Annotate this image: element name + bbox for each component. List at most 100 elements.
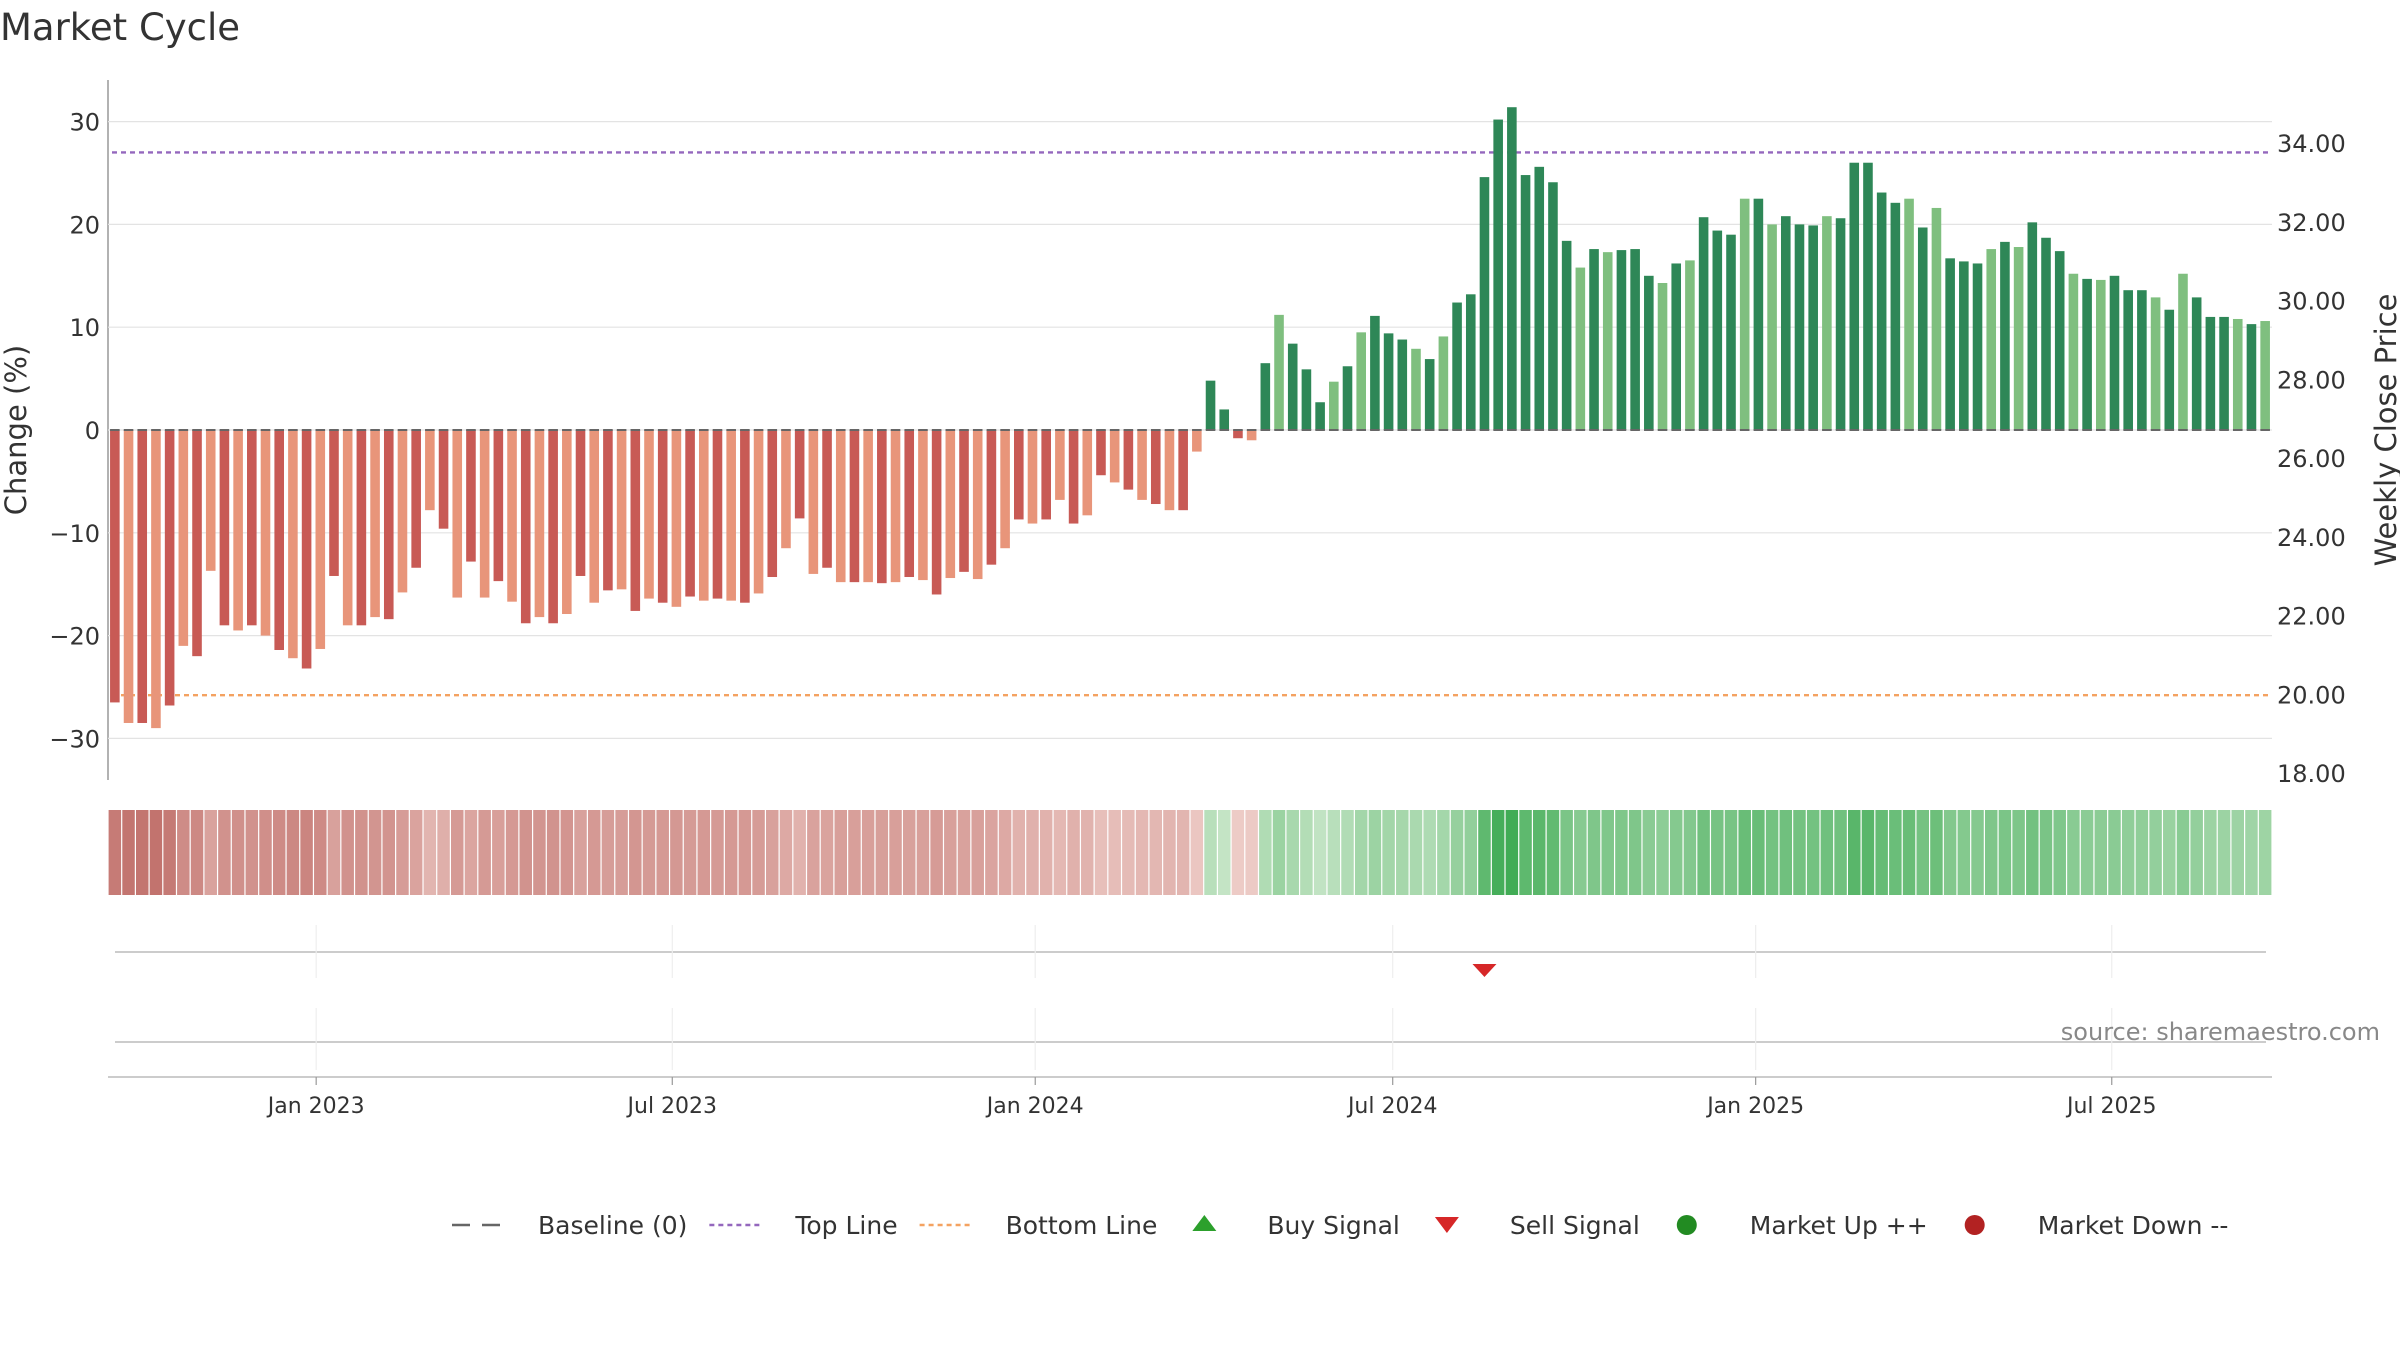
heat-cell-16 [327,810,341,895]
bar-50 [794,430,805,519]
heat-cell-135 [1957,810,1971,895]
heat-cell-18 [355,810,368,895]
bar-78 [1178,430,1188,511]
y2-tick-label: 26.00 [2277,445,2346,473]
bar-155 [2232,318,2243,430]
heat-cell-94 [1396,810,1409,895]
bar-154 [2219,316,2229,430]
bar-63 [972,430,983,580]
bar-126 [1835,218,1846,430]
bar-2 [137,430,148,723]
heat-cell-1 [122,810,135,895]
bar-149 [2150,297,2161,430]
heat-cell-75 [1135,810,1149,895]
bar-89 [1329,381,1339,430]
x-tick-label: Jul 2025 [2065,1094,2157,1119]
bar-157 [2260,321,2270,430]
bar-29 [507,430,517,602]
bar-30 [520,430,531,624]
y2-tick-label: 20.00 [2277,681,2346,709]
bar-83 [1246,430,1257,441]
heat-cell-52 [820,810,834,895]
bar-147 [2123,290,2133,430]
heat-cell-98 [1450,810,1464,895]
heat-cell-14 [300,810,313,895]
bar-73 [1109,430,1120,483]
bar-49 [781,430,791,549]
heat-cell-142 [2053,810,2066,895]
x-tick-label: Jul 2023 [626,1094,718,1119]
heat-cell-136 [1971,810,1984,895]
heat-cell-11 [259,810,272,895]
heat-cell-95 [1409,810,1423,895]
heat-cell-24 [437,810,450,895]
bar-121 [1767,224,1777,430]
heat-cell-63 [971,810,984,895]
heat-cell-130 [1889,810,1902,895]
bar-117 [1712,230,1723,430]
heat-cell-153 [2204,810,2217,895]
bar-122 [1780,216,1791,430]
bar-146 [2109,275,2120,430]
bar-143 [2068,273,2079,430]
heat-cell-143 [2067,810,2080,895]
heat-cell-54 [848,810,861,895]
bar-31 [534,430,545,618]
heat-cell-77 [1163,810,1176,895]
bar-92 [1370,315,1380,430]
heat-cell-104 [1533,810,1546,895]
heat-cell-43 [697,810,711,895]
heat-cell-20 [382,810,396,895]
heat-cell-37 [615,810,628,895]
y2-tick-label: 22.00 [2277,603,2346,631]
heat-cell-48 [766,810,779,895]
heat-cell-100 [1478,810,1491,895]
bar-5 [178,430,189,646]
legend-label: Market Down -- [2038,1211,2229,1240]
y-tick-label: 20 [69,211,100,239]
heat-cell-88 [1313,810,1327,895]
bar-71 [1082,430,1093,516]
bar-90 [1342,366,1353,430]
heat-cell-22 [409,810,423,895]
heat-cell-5 [177,810,190,895]
heat-cell-50 [793,810,806,895]
bar-1 [123,430,134,723]
y-tick-label: −30 [49,725,100,753]
bar-40 [657,430,668,603]
heat-cell-70 [1067,810,1080,895]
bar-56 [877,430,887,584]
bar-65 [1000,430,1010,549]
bar-58 [904,430,915,578]
legend-symbol [1192,1215,1217,1231]
heat-cell-49 [779,810,793,895]
heat-cell-83 [1245,810,1258,895]
heat-cell-17 [341,810,354,895]
bar-52 [822,430,832,568]
bar-79 [1192,430,1202,452]
bar-81 [1219,409,1230,430]
heat-cell-46 [738,810,752,895]
y2-tick-label: 32.00 [2277,209,2346,237]
bar-48 [767,430,778,578]
bar-141 [2041,237,2051,430]
source-credit: source: sharemaestro.com [2061,1018,2380,1046]
bar-18 [356,430,367,626]
bar-150 [2164,309,2175,430]
heat-cell-59 [916,810,930,895]
heat-cell-71 [1081,810,1094,895]
heat-cell-56 [875,810,889,895]
bar-23 [425,430,435,511]
heat-cell-110 [1615,810,1628,895]
bar-15 [315,430,326,649]
bar-27 [479,430,490,598]
bar-136 [1972,263,1983,430]
bar-6 [192,430,202,657]
bar-133 [1931,207,1942,430]
heat-cell-41 [670,810,683,895]
bar-84 [1260,363,1271,430]
bar-12 [274,430,284,650]
heat-cell-144 [2080,810,2094,895]
y2-tick-label: 28.00 [2277,366,2346,394]
